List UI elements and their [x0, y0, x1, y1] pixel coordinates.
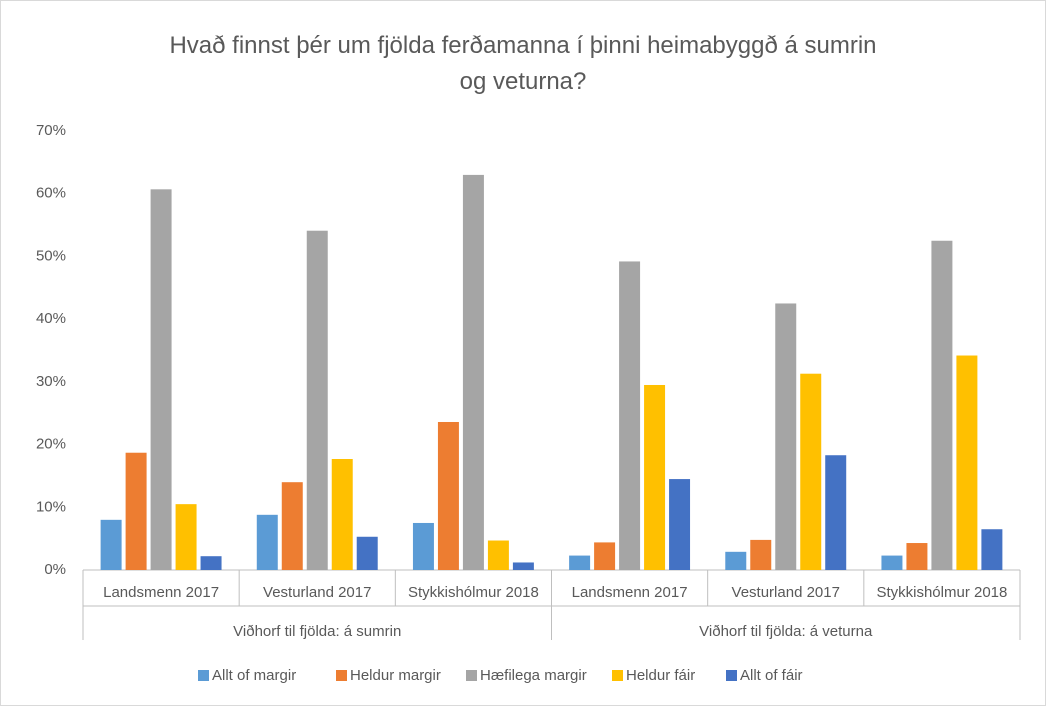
legend-swatch: [612, 670, 623, 681]
legend-label: Allt of margir: [212, 667, 296, 684]
x-tick-label: Vesturland 2017: [263, 584, 371, 601]
bar: [437, 421, 459, 570]
bar: [881, 555, 903, 570]
x-tick-label: Stykkishólmur 2018: [408, 584, 539, 601]
bar: [931, 240, 953, 570]
bar: [669, 479, 691, 570]
y-tick-label: 40%: [36, 310, 66, 327]
bar: [825, 455, 847, 570]
bar: [200, 556, 222, 570]
bar: [412, 522, 434, 570]
legend-label: Heldur fáir: [626, 667, 695, 684]
bar: [306, 230, 328, 571]
x-tick-label: Vesturland 2017: [732, 584, 840, 601]
x-tick-label: Landsmenn 2017: [103, 584, 219, 601]
bar: [462, 174, 484, 570]
bar: [725, 551, 747, 570]
legend-swatch: [726, 670, 737, 681]
x-tick-label: Stykkishólmur 2018: [876, 584, 1007, 601]
y-tick-label: 0%: [44, 561, 66, 578]
legend-swatch: [466, 670, 477, 681]
bar: [775, 303, 797, 570]
bar: [569, 555, 591, 570]
legend-label: Heldur margir: [350, 667, 441, 684]
legend-swatch: [336, 670, 347, 681]
legend-label: Allt of fáir: [740, 667, 803, 684]
bar: [150, 189, 172, 570]
bar: [800, 373, 822, 570]
bar: [619, 261, 641, 570]
y-tick-label: 70%: [36, 122, 66, 139]
y-tick-label: 60%: [36, 185, 66, 202]
bar: [981, 529, 1003, 570]
bar: [512, 562, 534, 570]
y-tick-label: 30%: [36, 373, 66, 390]
bar: [750, 539, 772, 570]
legend-label: Hæfilega margir: [480, 667, 587, 684]
group-label: Viðhorf til fjölda: á sumrin: [233, 623, 401, 640]
y-tick-label: 20%: [36, 436, 66, 453]
bar: [281, 482, 303, 570]
bar: [256, 514, 278, 570]
bar: [644, 384, 666, 570]
group-label: Viðhorf til fjölda: á veturna: [699, 623, 873, 640]
bar: [594, 542, 616, 570]
x-tick-label: Landsmenn 2017: [572, 584, 688, 601]
bar: [331, 458, 353, 570]
bar: [356, 536, 378, 570]
bar: [906, 543, 928, 570]
bar: [487, 540, 509, 570]
chart-title: Hvað finnst þér um fjölda ferðamanna í þ…: [169, 32, 876, 95]
legend-swatch: [198, 670, 209, 681]
y-tick-label: 50%: [36, 247, 66, 264]
bar: [125, 452, 147, 570]
y-tick-label: 10%: [36, 498, 66, 515]
bar: [100, 519, 122, 570]
bar: [956, 355, 978, 570]
bar: [175, 504, 197, 570]
